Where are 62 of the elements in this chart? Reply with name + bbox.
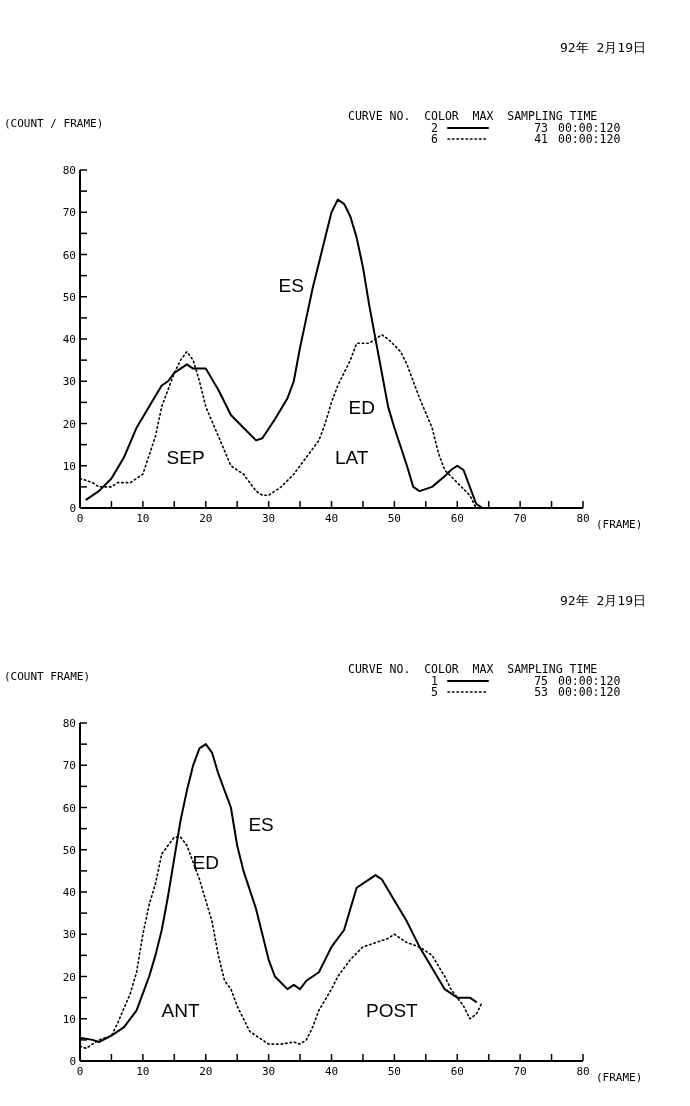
y-tick-label: 40: [62, 333, 76, 346]
y-tick-label: 60: [62, 801, 76, 815]
x-tick-label: 20: [199, 512, 213, 525]
x-tick-label: 60: [450, 512, 464, 525]
text: 00:00:120: [558, 121, 621, 135]
chart-title: 92年 2月19日: [560, 593, 646, 608]
x-tick-label: 20: [199, 1065, 213, 1078]
x-tick-label: 70: [513, 1065, 527, 1078]
text: 53: [534, 685, 549, 699]
legend-title: CURVE NO. COLOR MAX SAMPLING TIME: [348, 109, 598, 123]
y-tick-label: 80: [62, 717, 76, 730]
y-tick-label: 80: [62, 164, 76, 177]
x-tick-label: 10: [136, 512, 150, 525]
text: 41: [534, 132, 549, 146]
x-tick-label: 40: [324, 512, 339, 525]
x-tick-label: 60: [450, 1065, 464, 1078]
x-tick-label: 50: [387, 1065, 401, 1078]
y-tick-label: 20: [62, 417, 76, 431]
annotation: ES: [278, 274, 304, 296]
y-tick-label: 40: [62, 886, 76, 899]
legend-label: 1: [431, 674, 439, 688]
legend-label: 5: [431, 685, 438, 699]
x-tick-label: 30: [262, 1065, 276, 1078]
y-tick-label: 10: [62, 1012, 76, 1026]
annotation: ES: [248, 814, 274, 836]
text: 73: [534, 121, 549, 135]
y-tick-label: 30: [62, 375, 76, 389]
y-tick-label: 0: [69, 502, 76, 515]
text: 00:00:120: [558, 685, 621, 699]
x-tick-label: 80: [576, 512, 590, 525]
text: 00:00:120: [558, 674, 621, 688]
legend-label: 6: [431, 132, 439, 146]
chart-title: 92年 2月19日: [560, 40, 646, 55]
y-tick-label: 60: [62, 248, 76, 262]
annotation: POST: [365, 1000, 419, 1022]
y-tick-label: 70: [62, 206, 76, 220]
x-tick-label: 70: [513, 512, 527, 525]
y-tick-label: 10: [62, 459, 76, 473]
x-axis-title: (FRAME): [596, 1071, 643, 1084]
text: 75: [534, 674, 548, 688]
y-tick-label: 70: [62, 759, 76, 773]
y-axis-title: (COUNT FRAME): [4, 670, 91, 683]
x-tick-label: 30: [262, 512, 276, 525]
x-axis-title: (FRAME): [596, 518, 643, 531]
x-tick-label: 10: [136, 1065, 150, 1078]
annotation: ED: [192, 851, 219, 873]
legend-label: 2: [431, 121, 438, 135]
text: 00:00:120: [558, 132, 621, 146]
y-tick-label: 50: [62, 290, 76, 304]
y-tick-label: 0: [69, 1055, 76, 1068]
annotation: ED: [348, 396, 375, 418]
x-tick-label: 40: [324, 1065, 339, 1078]
annotation: LAT: [334, 447, 369, 469]
y-tick-label: 20: [62, 970, 76, 984]
annotation: SEP: [166, 447, 205, 469]
x-tick-label: 80: [576, 1065, 590, 1078]
y-tick-label: 50: [62, 843, 76, 857]
y-tick-label: 30: [62, 928, 76, 942]
x-tick-label: 50: [387, 512, 401, 525]
y-axis-title: (COUNT / FRAME): [4, 117, 104, 130]
legend-title: CURVE NO. COLOR MAX SAMPLING TIME: [348, 662, 598, 676]
annotation: ANT: [161, 1000, 200, 1022]
